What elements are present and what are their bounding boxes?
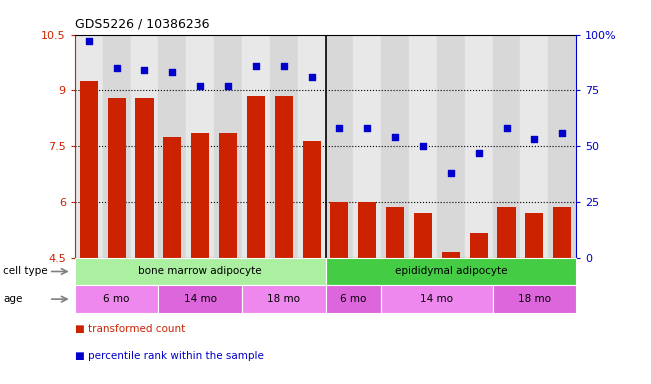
Text: GDS5226 / 10386236: GDS5226 / 10386236 (75, 18, 210, 31)
Bar (158, 285, 242, 313)
Text: ■ percentile rank within the sample: ■ percentile rank within the sample (75, 351, 264, 361)
Bar (442, 252, 460, 258)
Point (362, 125, 372, 131)
Bar (103, 35, 131, 258)
Point (111, 65, 122, 71)
Point (334, 125, 344, 131)
Point (445, 170, 456, 176)
Bar (381, 35, 409, 258)
Text: 6 mo: 6 mo (104, 294, 130, 304)
Point (529, 136, 540, 142)
Point (501, 125, 512, 131)
Text: ■ transformed count: ■ transformed count (75, 324, 185, 334)
Text: age: age (3, 294, 23, 304)
Bar (163, 137, 182, 258)
Bar (465, 35, 493, 258)
Point (557, 130, 568, 136)
Bar (497, 207, 516, 258)
Bar (520, 35, 548, 258)
Bar (326, 258, 576, 285)
Bar (326, 285, 381, 313)
Bar (326, 35, 353, 258)
Text: 14 mo: 14 mo (184, 294, 217, 304)
Bar (437, 35, 465, 258)
Text: epididymal adipocyte: epididymal adipocyte (395, 266, 507, 276)
Bar (75, 285, 158, 313)
Bar (469, 233, 488, 258)
Bar (75, 258, 326, 285)
Point (418, 143, 428, 149)
Text: 14 mo: 14 mo (421, 294, 453, 304)
Bar (79, 81, 98, 258)
Bar (414, 213, 432, 258)
Text: 18 mo: 18 mo (518, 294, 551, 304)
Bar (303, 141, 321, 258)
Point (195, 83, 206, 89)
Bar (242, 285, 326, 313)
Bar (358, 202, 376, 258)
Bar (75, 35, 103, 258)
Bar (270, 35, 298, 258)
Bar (553, 207, 572, 258)
Bar (131, 35, 158, 258)
Bar (135, 98, 154, 258)
Bar (548, 35, 576, 258)
Point (473, 150, 484, 156)
Bar (330, 202, 348, 258)
Bar (493, 35, 520, 258)
Text: 18 mo: 18 mo (267, 294, 300, 304)
Point (167, 70, 178, 76)
Bar (214, 35, 242, 258)
Bar (247, 96, 265, 258)
Bar (386, 207, 404, 258)
Bar (219, 133, 237, 258)
Point (251, 63, 261, 69)
Text: 6 mo: 6 mo (340, 294, 367, 304)
Point (83, 38, 94, 44)
Bar (275, 96, 293, 258)
Bar (298, 35, 326, 258)
Bar (186, 35, 214, 258)
Point (307, 74, 317, 80)
Text: bone marrow adipocyte: bone marrow adipocyte (139, 266, 262, 276)
Point (223, 83, 233, 89)
Bar (107, 98, 126, 258)
Bar (242, 35, 270, 258)
Bar (353, 35, 381, 258)
Bar (381, 285, 493, 313)
Point (279, 63, 289, 69)
Bar (493, 285, 576, 313)
Bar (191, 133, 209, 258)
Bar (525, 213, 544, 258)
Point (390, 134, 400, 140)
Text: cell type: cell type (3, 266, 48, 276)
Bar (409, 35, 437, 258)
Bar (158, 35, 186, 258)
Point (139, 67, 150, 73)
